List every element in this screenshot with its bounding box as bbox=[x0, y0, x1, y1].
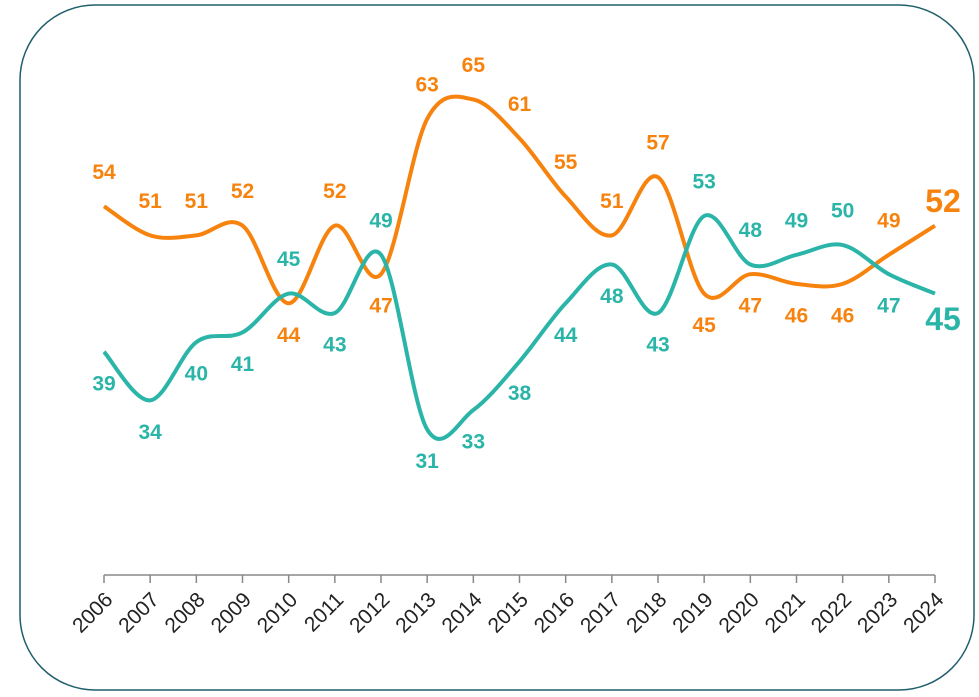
line bbox=[102, 213, 936, 441]
data-label: 45 bbox=[277, 248, 301, 271]
data-label: 34 bbox=[138, 421, 162, 444]
data-label: 51 bbox=[600, 190, 624, 213]
data-label: 31 bbox=[415, 450, 439, 473]
x-tick-label: 2020 bbox=[714, 588, 763, 637]
data-label: 43 bbox=[646, 334, 669, 357]
data-label: 44 bbox=[554, 324, 578, 347]
x-tick-label: 2006 bbox=[68, 588, 117, 637]
data-label: 63 bbox=[415, 73, 438, 96]
data-label: 43 bbox=[323, 334, 346, 357]
data-label: 46 bbox=[831, 304, 854, 327]
data-label: 57 bbox=[646, 132, 669, 155]
data-label: 49 bbox=[785, 209, 808, 232]
data-label: 48 bbox=[600, 285, 624, 308]
data-label: 48 bbox=[739, 219, 763, 242]
x-tick-label: 2015 bbox=[484, 588, 533, 637]
data-label: 52 bbox=[925, 183, 961, 219]
data-label: 47 bbox=[739, 295, 762, 318]
data-label: 49 bbox=[369, 209, 392, 232]
x-tick-label: 2021 bbox=[761, 588, 810, 637]
data-label: 45 bbox=[692, 314, 716, 337]
data-label: 45 bbox=[925, 301, 961, 337]
data-label: 51 bbox=[185, 190, 209, 213]
x-tick-label: 2023 bbox=[853, 588, 902, 637]
x-tick-label: 2011 bbox=[300, 588, 348, 636]
data-label: 39 bbox=[92, 372, 115, 395]
x-tick-label: 2017 bbox=[576, 588, 625, 637]
x-tick-label: 2024 bbox=[899, 588, 949, 638]
data-label: 44 bbox=[277, 324, 301, 347]
data-label: 51 bbox=[138, 190, 162, 213]
data-label: 38 bbox=[508, 382, 532, 405]
frame bbox=[19, 4, 975, 691]
data-label: 47 bbox=[877, 295, 900, 318]
data-label: 52 bbox=[231, 180, 254, 203]
x-tick-label: 2022 bbox=[807, 588, 856, 637]
x-tick-label: 2018 bbox=[622, 588, 671, 637]
data-label: 33 bbox=[462, 431, 485, 454]
data-label: 47 bbox=[369, 295, 392, 318]
data-label: 40 bbox=[185, 363, 208, 386]
data-label: 54 bbox=[92, 161, 116, 184]
line bbox=[102, 94, 937, 306]
x-tick-label: 2014 bbox=[437, 588, 487, 638]
data-label: 46 bbox=[785, 304, 808, 327]
x-tick-label: 2012 bbox=[345, 588, 394, 637]
data-label: 49 bbox=[877, 209, 900, 232]
x-tick-label: 2019 bbox=[668, 588, 717, 637]
x-tick-label: 2013 bbox=[391, 588, 440, 637]
x-tick-label: 2010 bbox=[253, 588, 302, 637]
x-tick-label: 2008 bbox=[160, 588, 209, 637]
x-tick-label: 2009 bbox=[207, 588, 256, 637]
data-label: 52 bbox=[323, 180, 346, 203]
x-tick-label: 2007 bbox=[114, 588, 163, 637]
data-label: 41 bbox=[231, 353, 255, 376]
data-label: 65 bbox=[462, 54, 486, 77]
data-label: 55 bbox=[554, 151, 578, 174]
data-label: 50 bbox=[831, 200, 854, 223]
data-label: 61 bbox=[508, 93, 532, 116]
data-label: 53 bbox=[692, 171, 715, 194]
x-tick-label: 2016 bbox=[530, 588, 579, 637]
